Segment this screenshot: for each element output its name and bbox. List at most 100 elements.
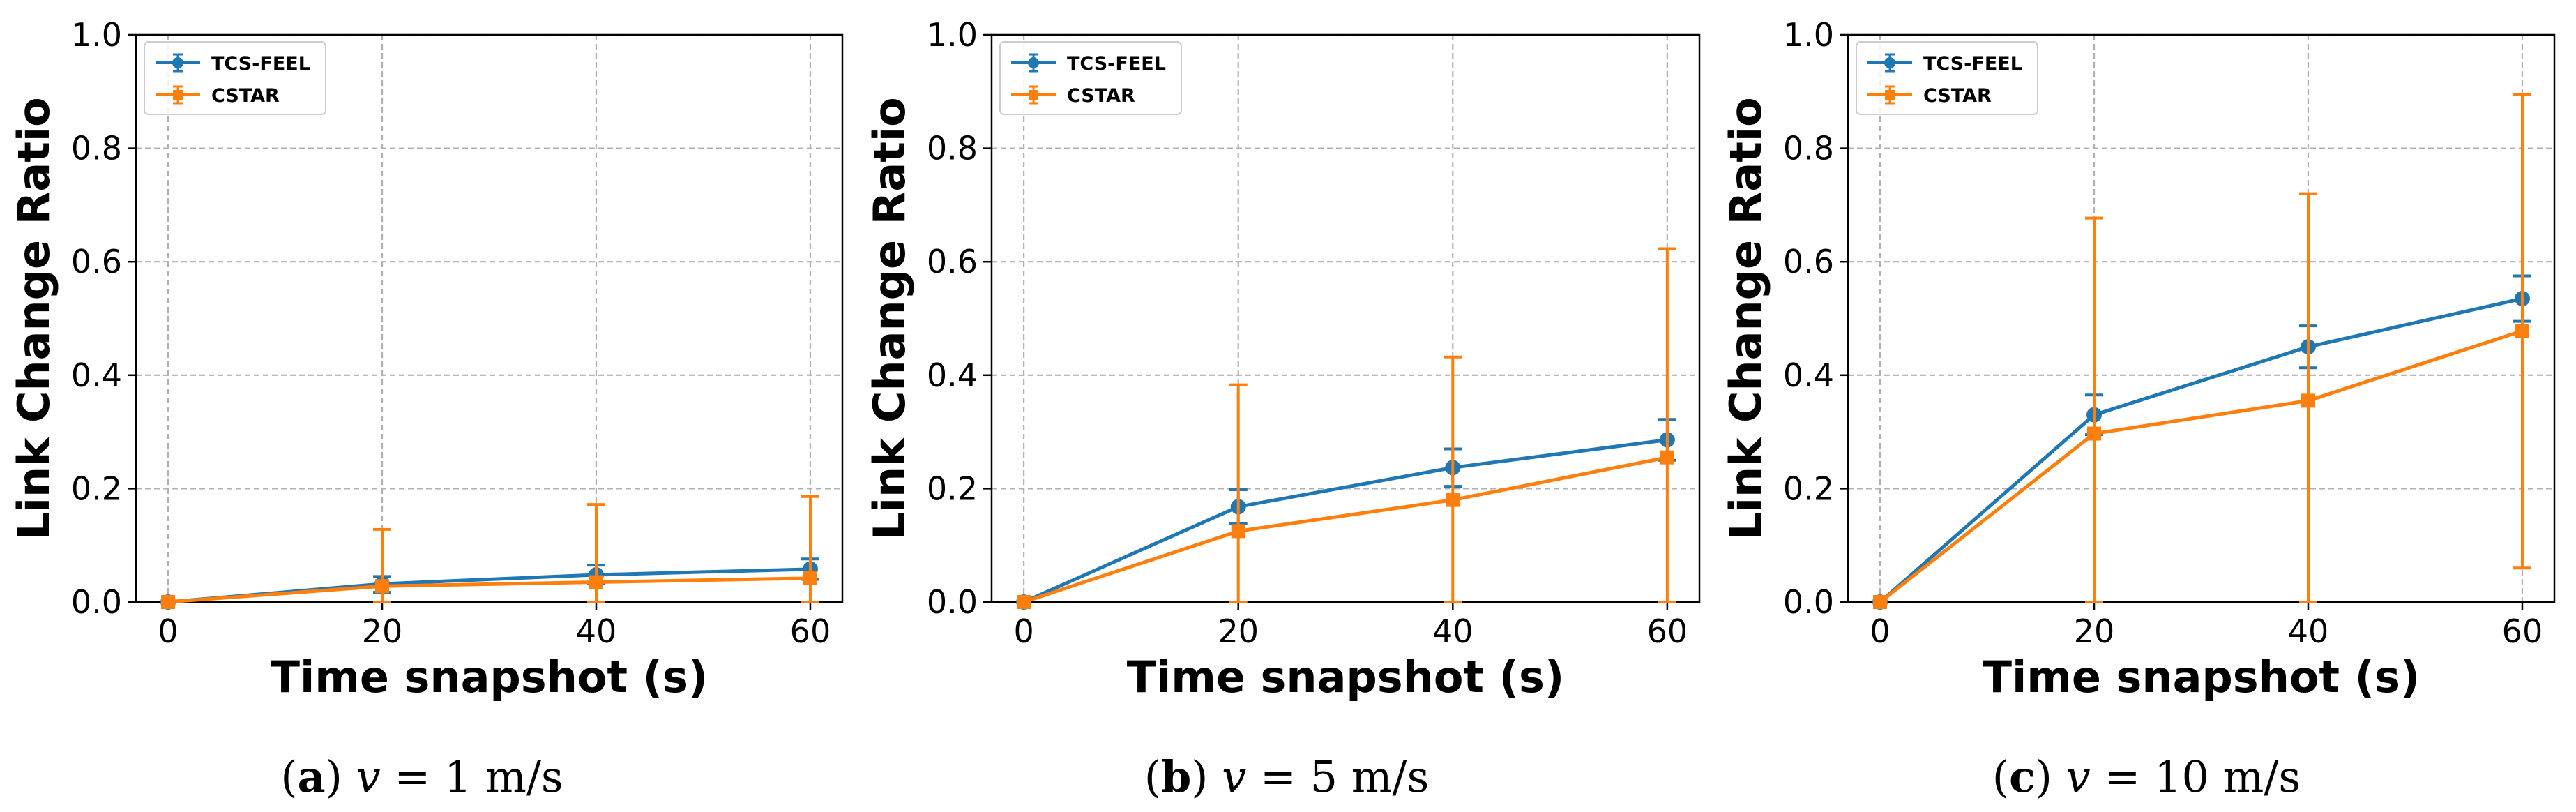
y-axis-label: Link Change Ratio bbox=[1720, 97, 1771, 539]
legend-marker bbox=[1029, 90, 1038, 100]
subplot-b: 0 20 40 60 0.0 0.2 0.4 0.6 0.8 1.0 Time snapshot (… bbox=[864, 16, 1701, 802]
axes-frame bbox=[990, 33, 1701, 603]
caption-letter: b bbox=[1161, 751, 1191, 802]
x-axis-label: Time snapshot (s) bbox=[1983, 652, 2420, 702]
subplot-caption: (a) v = 1 m/s bbox=[280, 751, 563, 802]
x-tick-label: 60 bbox=[2502, 612, 2543, 650]
legend-label: CSTAR bbox=[1067, 85, 1135, 107]
y-tick-label: 0.8 bbox=[927, 130, 978, 167]
y-tick-label: 0.8 bbox=[71, 130, 122, 167]
series-line bbox=[1879, 296, 2523, 603]
y-tick-label: 0.2 bbox=[927, 469, 978, 507]
data-point bbox=[1231, 524, 1245, 539]
y-tick-label: 0.6 bbox=[927, 243, 978, 280]
caption-paren-open: ( bbox=[1992, 751, 2009, 802]
y-tick-label: 1.0 bbox=[71, 16, 122, 54]
y-tick-label: 1.0 bbox=[927, 16, 978, 54]
y-tick-label: 0.0 bbox=[927, 583, 978, 621]
caption-paren-open: ( bbox=[1144, 751, 1161, 802]
caption-value: 10 m/s bbox=[2154, 751, 2301, 802]
y-tick-label: 0.4 bbox=[71, 356, 122, 394]
series-cstar bbox=[161, 495, 819, 609]
x-tick-label: 0 bbox=[1013, 612, 1033, 650]
x-tick-label: 40 bbox=[2288, 612, 2329, 650]
caption-equals: = bbox=[381, 751, 444, 802]
legend-marker bbox=[1885, 90, 1895, 100]
data-point bbox=[2301, 393, 2315, 408]
caption-value: 5 m/s bbox=[1310, 751, 1430, 802]
data-point bbox=[1017, 595, 1031, 609]
subplot-caption: (b) v = 5 m/s bbox=[1144, 751, 1430, 802]
legend-marker bbox=[1028, 57, 1039, 68]
x-tick-label: 20 bbox=[2074, 612, 2115, 650]
legend-label: CSTAR bbox=[211, 85, 280, 107]
y-tick-label: 0.8 bbox=[1783, 130, 1834, 167]
data-point bbox=[803, 571, 817, 585]
y-tick-label: 0.2 bbox=[71, 469, 122, 507]
caption-variable: v bbox=[1222, 751, 1246, 802]
y-tick-label: 0.6 bbox=[71, 243, 122, 280]
x-tick-label: 20 bbox=[1218, 612, 1259, 650]
data-point bbox=[2087, 426, 2102, 441]
data-point bbox=[2515, 324, 2529, 338]
y-tick-label: 0.4 bbox=[927, 356, 978, 394]
x-tick-label: 60 bbox=[790, 612, 831, 650]
caption-letter: c bbox=[2009, 751, 2036, 802]
series-line bbox=[167, 576, 811, 604]
caption-paren-close: ) bbox=[2036, 751, 2066, 802]
caption-variable: v bbox=[356, 751, 381, 802]
series-cstar bbox=[1017, 247, 1676, 609]
series-line bbox=[1023, 438, 1668, 604]
y-tick-label: 0.6 bbox=[1783, 243, 1834, 280]
axes-frame bbox=[1847, 33, 2556, 603]
data-point bbox=[1660, 450, 1674, 465]
x-tick-label: 20 bbox=[362, 612, 403, 650]
caption-paren-open: ( bbox=[280, 751, 297, 802]
series-tcs-feel bbox=[1872, 274, 2531, 610]
legend-label: TCS-FEEL bbox=[1923, 53, 2022, 75]
caption-value: 1 m/s bbox=[444, 751, 563, 802]
x-tick-label: 40 bbox=[1432, 612, 1473, 650]
caption-letter: a bbox=[298, 751, 326, 802]
y-tick-label: 1.0 bbox=[1783, 16, 1834, 54]
legend-marker bbox=[1884, 57, 1895, 68]
caption-paren-close: ) bbox=[1191, 751, 1222, 802]
y-axis-label: Link Change Ratio bbox=[8, 97, 59, 539]
series-line bbox=[1879, 329, 2523, 603]
data-point bbox=[1873, 595, 1888, 609]
legend-label: CSTAR bbox=[1923, 85, 1992, 107]
legend-marker bbox=[172, 57, 183, 68]
x-axis-label: Time snapshot (s) bbox=[271, 652, 708, 702]
x-tick-label: 40 bbox=[576, 612, 617, 650]
y-tick-label: 0.0 bbox=[71, 583, 122, 621]
data-point bbox=[1446, 493, 1460, 507]
data-point bbox=[375, 579, 390, 594]
data-point bbox=[161, 595, 176, 609]
legend: TCS-FEEL CSTAR bbox=[999, 41, 1182, 115]
legend-marker bbox=[173, 90, 183, 100]
subplot-c: 0 20 40 60 0.0 0.2 0.4 0.6 0.8 1.0 Time snapshot (… bbox=[1720, 16, 2556, 802]
x-axis-label: Time snapshot (s) bbox=[1127, 652, 1564, 702]
y-axis-label: Link Change Ratio bbox=[864, 97, 915, 539]
caption-equals: = bbox=[2091, 751, 2154, 802]
data-point bbox=[589, 575, 603, 589]
legend: TCS-FEEL CSTAR bbox=[1856, 41, 2038, 115]
y-tick-label: 0.2 bbox=[1783, 469, 1834, 507]
axes-frame bbox=[135, 33, 844, 603]
legend: TCS-FEEL CSTAR bbox=[144, 41, 326, 115]
y-tick-label: 0.4 bbox=[1783, 356, 1834, 394]
caption-variable: v bbox=[2066, 751, 2091, 802]
legend-label: TCS-FEEL bbox=[1067, 53, 1166, 75]
caption-paren-close: ) bbox=[326, 751, 356, 802]
series-cstar bbox=[1873, 93, 2531, 609]
series-line bbox=[1023, 456, 1668, 604]
caption-equals: = bbox=[1246, 751, 1310, 802]
x-tick-label: 0 bbox=[1870, 612, 1890, 650]
subplot-a: 0 20 40 60 0.0 0.2 0.4 0.6 0.8 1.0 Time snapshot (… bbox=[8, 16, 844, 802]
x-tick-label: 0 bbox=[158, 612, 178, 650]
legend-label: TCS-FEEL bbox=[211, 53, 310, 75]
y-tick-label: 0.0 bbox=[1783, 583, 1834, 621]
x-tick-label: 60 bbox=[1647, 612, 1688, 650]
subplot-caption: (c) v = 10 m/s bbox=[1992, 751, 2301, 802]
